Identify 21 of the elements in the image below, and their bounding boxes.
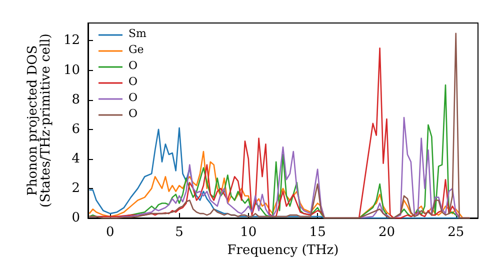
x-tick-label: 0 — [106, 225, 114, 240]
y-axis-title: Phonon projected DOS (States/THz·primitive cell) — [26, 33, 54, 208]
y-tick-label: 2 — [72, 180, 80, 196]
y-tick-label: 8 — [72, 92, 80, 108]
legend-label: O — [128, 75, 138, 88]
legend-label: Sm — [128, 27, 148, 40]
legend-label: Ge — [128, 43, 144, 56]
x-tick-label: 10 — [240, 225, 257, 240]
legend-label: O — [128, 91, 138, 104]
x-axis-title: Frequency (THz) — [227, 242, 339, 258]
legend-label: O — [128, 107, 138, 120]
y-tick-label: 10 — [63, 62, 80, 78]
y-tick-label: 0 — [72, 210, 80, 226]
y-tick-label: 12 — [63, 33, 80, 48]
y-tick-label: 4 — [72, 151, 80, 166]
legend-label: O — [128, 59, 138, 72]
x-tick-label: 5 — [175, 225, 184, 240]
x-tick-label: 15 — [309, 225, 326, 240]
x-tick-label: 25 — [448, 225, 464, 240]
y-tick-label: 6 — [72, 122, 80, 137]
x-tick-label: 20 — [378, 225, 395, 240]
